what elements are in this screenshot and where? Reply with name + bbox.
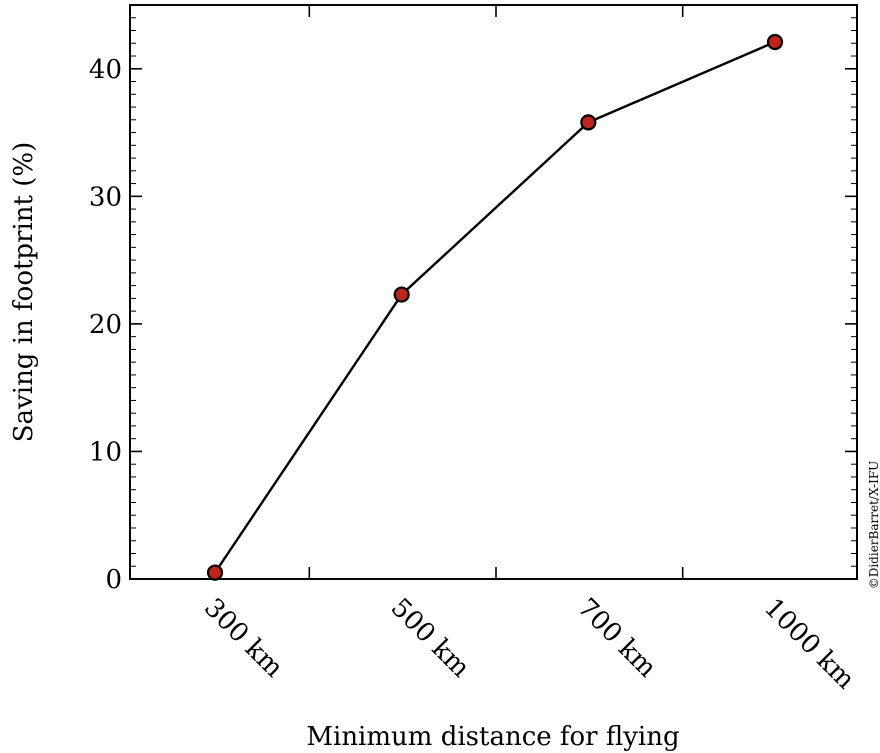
x-axis-label: Minimum distance for flying [306,722,679,752]
x-tick-label: 700 km [571,593,662,684]
plot-frame [129,4,858,580]
x-tick-label: 300 km [198,593,289,684]
y-tick-label: 0 [105,565,122,595]
series-layer [206,33,784,581]
y-tick-labels: 0 10 20 30 40 [89,55,122,595]
data-point [766,33,784,51]
credit-label: ©DidierBarret/X-IFU [867,461,880,590]
y-tick-label: 30 [89,182,122,212]
y-tick-label: 10 [89,437,122,467]
y-axis-label: Saving in footprint (%) [9,142,39,443]
y-tick-label: 20 [89,310,122,340]
ticks-layer [130,4,857,580]
y-tick-label: 40 [89,55,122,85]
series-line [214,40,776,574]
x-tick-label: 500 km [385,593,476,684]
x-tick-labels: 300 km 500 km 700 km 1000 km [198,593,860,695]
x-tick-label: 1000 km [758,593,860,695]
data-point [206,564,224,581]
data-point [580,114,597,131]
data-point [393,286,410,303]
